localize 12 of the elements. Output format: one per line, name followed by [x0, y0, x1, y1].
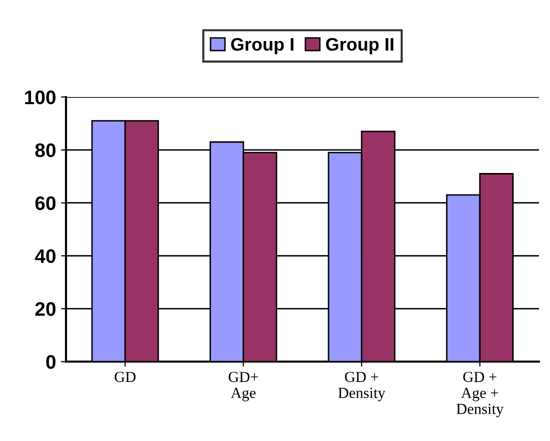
x-tick-label: GD: [114, 372, 136, 382]
y-tick-label: 40: [34, 249, 56, 264]
y-tick-label: 20: [35, 302, 56, 316]
x-tick-label: GD + Age + Density: [456, 372, 504, 418]
y-tick-label: 100: [25, 90, 56, 104]
legend-label: Group I: [231, 38, 294, 54]
x-tick-label: GD + Density: [338, 372, 386, 402]
x-tick-label: GD+ Age: [228, 372, 258, 402]
y-tick-label: 0: [46, 355, 56, 369]
y-tick-label: 80: [35, 143, 56, 158]
y-tick-label: 60: [35, 196, 56, 210]
legend-label: Group II: [326, 38, 394, 54]
